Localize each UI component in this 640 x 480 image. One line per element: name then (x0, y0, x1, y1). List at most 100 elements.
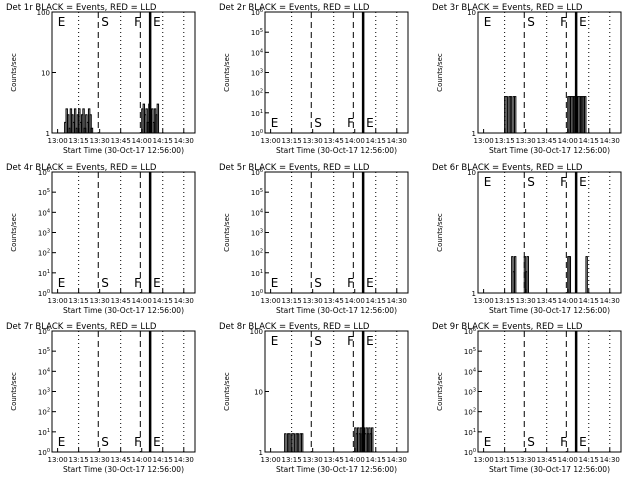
series-step (584, 96, 587, 133)
x-tick-label: 13:30 (90, 137, 110, 145)
y-tick-label: 10 (41, 70, 50, 78)
x-tick-label: 14:00 (558, 137, 578, 145)
detector-panel: Det 9r BLACK = Events, RED = LLD 100 101 10… (432, 322, 622, 474)
plot-frame (264, 171, 409, 294)
x-tick-label: 13:30 (303, 297, 323, 305)
x-tick-label: 14:15 (153, 456, 173, 464)
x-tick-label: 13:30 (303, 137, 323, 145)
event-marker-label: E (153, 15, 161, 29)
x-tick-label: 13:45 (111, 456, 131, 464)
y-tick-label: 103 (38, 229, 50, 238)
series-step (509, 96, 513, 133)
x-tick-label: 14:30 (600, 456, 620, 464)
series-step (89, 114, 92, 133)
x-tick-label: 13:15 (69, 137, 89, 145)
event-marker-label: F (560, 435, 567, 449)
y-tick-label: 101 (38, 269, 50, 278)
series-step (568, 256, 572, 293)
panel-title: Det 6r BLACK = Events, RED = LLD (432, 163, 583, 173)
event-marker-label: S (527, 15, 535, 29)
panel-title: Det 7r BLACK = Events, RED = LLD (6, 322, 157, 332)
y-tick-label: 1 (472, 290, 476, 298)
event-marker-label: S (527, 435, 535, 449)
x-tick-label: 13:45 (111, 297, 131, 305)
x-tick-label: 13:00 (474, 456, 494, 464)
x-axis-label: Start Time (30-Oct-17 12:56:00) (276, 146, 397, 155)
y-axis-label: Counts/sec (10, 213, 18, 252)
x-tick-label: 14:00 (132, 137, 152, 145)
panel-title: Det 5r BLACK = Events, RED = LLD (219, 163, 370, 173)
y-tick-label: 104 (251, 208, 263, 217)
x-tick-label: 13:15 (495, 297, 515, 305)
plot-frame (264, 11, 409, 134)
event-marker-label: F (560, 15, 567, 29)
y-tick-label: 105 (251, 188, 263, 197)
x-tick-label: 14:30 (174, 297, 194, 305)
event-marker-label: F (134, 435, 141, 449)
x-tick-label: 14:00 (345, 137, 365, 145)
y-tick-label: 100 (38, 448, 50, 457)
event-marker-label: E (484, 15, 492, 29)
series-step (513, 96, 517, 133)
y-tick-label: 100 (38, 289, 50, 298)
y-tick-label: 103 (38, 388, 50, 397)
detector-panel: Det 3r BLACK = Events, RED = LLD 1 10 13:00… (432, 3, 622, 155)
x-tick-label: 13:15 (282, 297, 302, 305)
x-tick-label: 14:15 (579, 137, 599, 145)
event-marker-label: E (58, 435, 66, 449)
x-tick-label: 13:15 (282, 137, 302, 145)
detector-panel: Det 2r BLACK = Events, RED = LLD 100 101 10… (219, 3, 409, 155)
x-tick-label: 14:30 (600, 297, 620, 305)
x-tick-label: 13:45 (111, 137, 131, 145)
series-step (288, 433, 291, 452)
x-tick-label: 13:15 (69, 297, 89, 305)
y-tick-label: 101 (38, 428, 50, 437)
plot-frame (477, 330, 622, 453)
series-step (66, 114, 70, 133)
x-tick-label: 14:30 (387, 137, 407, 145)
y-tick-label: 100 (251, 129, 263, 138)
event-marker-label: S (101, 435, 109, 449)
x-axis-label: Start Time (30-Oct-17 12:56:00) (489, 306, 610, 315)
y-tick-label: 101 (464, 428, 476, 437)
y-tick-label: 106 (464, 327, 476, 336)
x-tick-label: 13:00 (261, 137, 281, 145)
x-tick-label: 14:00 (558, 297, 578, 305)
x-tick-label: 14:15 (153, 137, 173, 145)
x-tick-label: 13:00 (48, 456, 68, 464)
x-tick-label: 14:30 (600, 137, 620, 145)
y-tick-label: 10 (467, 169, 476, 177)
event-marker-label: F (134, 276, 141, 290)
series-step (526, 256, 529, 293)
event-marker-label: E (271, 116, 279, 130)
series-step (371, 427, 374, 452)
event-marker-label: S (101, 276, 109, 290)
x-tick-label: 13:00 (48, 137, 68, 145)
x-axis-label: Start Time (30-Oct-17 12:56:00) (63, 465, 184, 474)
event-marker-label: E (153, 276, 161, 290)
event-marker-label: E (579, 175, 587, 189)
y-tick-label: 100 (250, 328, 263, 336)
event-marker-label: S (314, 116, 322, 130)
detector-panel: Det 7r BLACK = Events, RED = LLD 100 101 10… (6, 322, 196, 474)
x-tick-label: 13:45 (324, 297, 344, 305)
x-tick-label: 13:00 (474, 297, 494, 305)
y-tick-label: 102 (251, 249, 263, 258)
series-step (90, 127, 94, 133)
y-tick-label: 103 (251, 69, 263, 78)
x-axis-label: Start Time (30-Oct-17 12:56:00) (489, 465, 610, 474)
series-step (284, 433, 287, 452)
x-tick-label: 14:15 (153, 297, 173, 305)
series-step (145, 108, 148, 133)
x-tick-label: 14:00 (132, 456, 152, 464)
event-marker-label: F (347, 276, 354, 290)
x-tick-label: 13:30 (516, 297, 536, 305)
series-step (585, 256, 588, 293)
x-tick-label: 13:00 (261, 456, 281, 464)
event-marker-label: E (58, 276, 66, 290)
x-tick-label: 14:30 (174, 456, 194, 464)
panel-title: Det 1r BLACK = Events, RED = LLD (6, 3, 157, 13)
x-tick-label: 13:00 (474, 137, 494, 145)
y-tick-label: 101 (251, 109, 263, 118)
x-tick-label: 14:00 (345, 297, 365, 305)
